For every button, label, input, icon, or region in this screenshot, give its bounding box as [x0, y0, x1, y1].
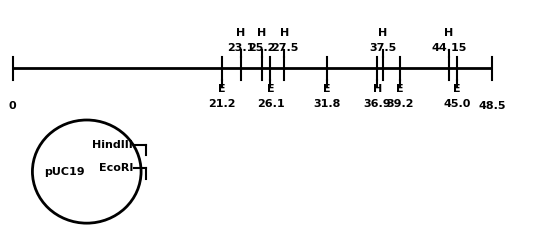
Text: 0: 0	[9, 101, 17, 111]
Text: 39.2: 39.2	[386, 99, 413, 109]
Text: H: H	[280, 28, 289, 38]
Text: HindIII: HindIII	[92, 140, 133, 150]
Text: 36.9: 36.9	[363, 99, 391, 109]
Text: 26.1: 26.1	[257, 99, 284, 109]
Text: E: E	[323, 84, 330, 94]
Text: E: E	[396, 84, 404, 94]
Text: H: H	[236, 28, 245, 38]
Text: 44.15: 44.15	[431, 43, 466, 53]
Text: pUC19: pUC19	[44, 167, 85, 177]
Text: H: H	[372, 84, 382, 94]
Text: H: H	[378, 28, 388, 38]
Text: 23.1: 23.1	[227, 43, 254, 53]
Text: 25.2: 25.2	[248, 43, 275, 53]
Text: H: H	[257, 28, 266, 38]
Text: E: E	[267, 84, 274, 94]
Text: 45.0: 45.0	[444, 99, 471, 109]
Text: EcoRI: EcoRI	[99, 163, 133, 173]
Text: 37.5: 37.5	[369, 43, 397, 53]
Text: 21.2: 21.2	[209, 99, 236, 109]
Text: 48.5: 48.5	[478, 101, 506, 111]
Text: H: H	[444, 28, 453, 38]
Text: 31.8: 31.8	[313, 99, 341, 109]
Text: E: E	[218, 84, 226, 94]
Text: E: E	[453, 84, 461, 94]
Text: 27.5: 27.5	[271, 43, 298, 53]
